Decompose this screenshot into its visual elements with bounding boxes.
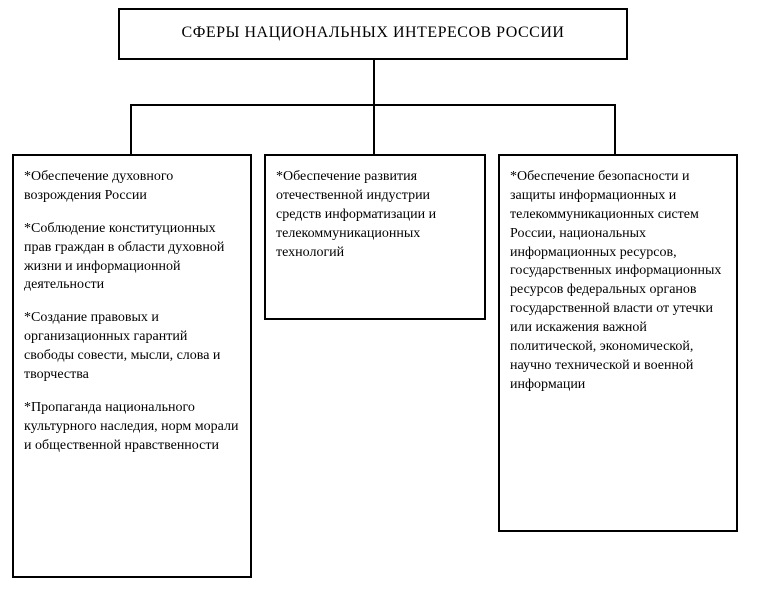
connector-drop-middle — [373, 104, 375, 154]
list-item: *Обеспечение духовного возрождения Росси… — [24, 168, 240, 206]
list-item: *Пропаганда национального культурного на… — [24, 399, 240, 456]
column-box-middle: *Обеспечение развития отечественной инду… — [264, 154, 486, 320]
connector-drop-left — [130, 104, 132, 154]
column-box-right: *Обеспечение безопасности и защиты инфор… — [498, 154, 738, 532]
list-item: *Создание правовых и организационных гар… — [24, 309, 240, 385]
column-box-left: *Обеспечение духовного возрождения Росси… — [12, 154, 252, 578]
list-item: *Соблюдение конституционных прав граждан… — [24, 220, 240, 296]
list-item: *Обеспечение развития отечественной инду… — [276, 168, 474, 262]
list-item: *Обеспечение безопасности и защиты инфор… — [510, 168, 726, 395]
title-box: СФЕРЫ НАЦИОНАЛЬНЫХ ИНТЕРЕСОВ РОССИИ — [118, 8, 628, 60]
diagram-title: СФЕРЫ НАЦИОНАЛЬНЫХ ИНТЕРЕСОВ РОССИИ — [140, 24, 606, 42]
connector-drop-right — [614, 104, 616, 154]
connector-vertical-from-title — [373, 60, 375, 104]
